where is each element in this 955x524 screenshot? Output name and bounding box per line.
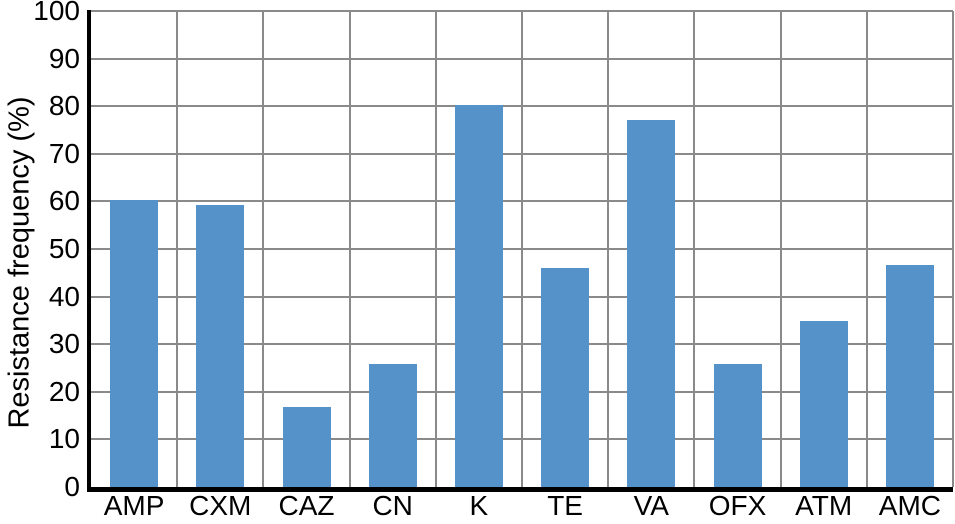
bar-te <box>541 268 590 487</box>
bar-va <box>627 120 676 487</box>
bar-atm <box>799 321 848 487</box>
plot-area <box>91 10 954 487</box>
y-tick-label: 0 <box>64 471 80 502</box>
x-category-label-atm: ATM <box>795 490 853 521</box>
bar-ofx <box>713 364 762 487</box>
vertical-gridline <box>434 11 437 487</box>
bar-caz <box>282 407 331 487</box>
vertical-gridline <box>521 11 523 487</box>
y-tick-label: 100 <box>33 0 80 26</box>
y-tick-label: 80 <box>48 90 80 122</box>
x-axis-line <box>87 487 953 492</box>
y-axis-line <box>87 10 91 490</box>
y-tick-label: 10 <box>48 423 80 455</box>
y-tick-label: 20 <box>48 375 80 407</box>
x-category-label-k: K <box>469 490 489 521</box>
y-tick-label: 50 <box>48 233 80 264</box>
y-tick-label: 30 <box>48 328 80 360</box>
vertical-gridline <box>262 11 265 487</box>
vertical-gridline <box>952 11 954 487</box>
x-category-label-cn: CN <box>372 490 413 521</box>
bar-cxm <box>196 205 245 487</box>
x-category-label-amc: AMC <box>878 490 941 521</box>
x-category-label-amp: AMP <box>103 490 165 521</box>
y-tick-label: 40 <box>48 280 80 312</box>
x-category-label-te: TE <box>547 490 583 521</box>
x-category-label-cxm: CXM <box>189 490 252 521</box>
bar-k <box>454 105 503 487</box>
x-category-label-caz: CAZ <box>278 490 335 521</box>
x-category-label-va: VA <box>633 490 669 521</box>
bar-amp <box>110 200 159 487</box>
bar-amc <box>885 265 934 487</box>
vertical-gridline <box>348 11 351 487</box>
x-category-label-ofx: OFX <box>708 490 767 521</box>
vertical-gridline <box>176 11 179 487</box>
vertical-gridline <box>693 11 696 487</box>
vertical-gridline <box>865 11 868 487</box>
y-tick-label: 60 <box>48 185 80 217</box>
bar-cn <box>368 364 417 487</box>
y-tick-label: 70 <box>48 137 80 169</box>
y-tick-label: 90 <box>48 42 80 74</box>
vertical-gridline <box>779 11 782 487</box>
vertical-gridline <box>607 11 610 487</box>
